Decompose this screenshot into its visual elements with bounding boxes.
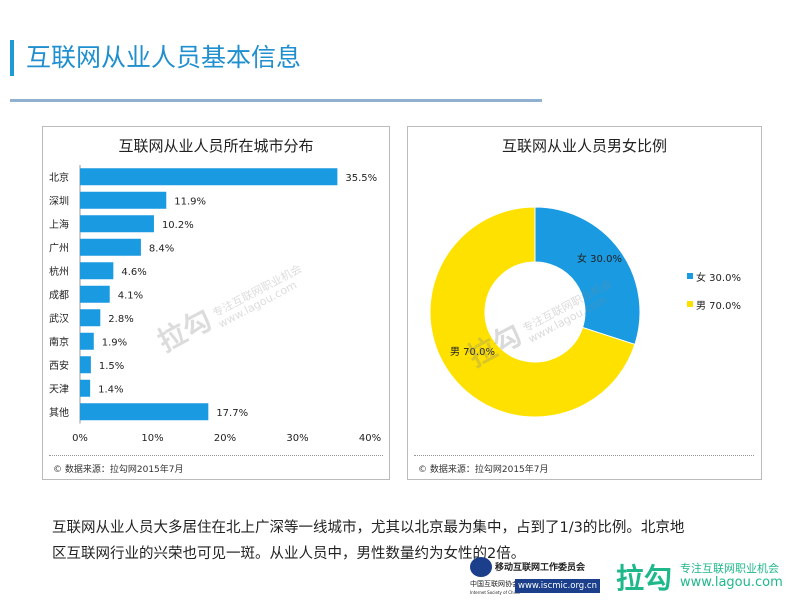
data-label: 4.1%	[118, 290, 143, 301]
bar	[80, 309, 101, 327]
city-chart-title: 互联网从业人员所在城市分布	[118, 137, 314, 155]
category-label: 南京	[49, 335, 69, 348]
x-tick-label: 20%	[214, 433, 236, 444]
bar	[80, 191, 167, 209]
bar	[80, 285, 110, 303]
data-label: 1.9%	[102, 337, 127, 348]
category-label: 天津	[49, 383, 69, 395]
legend-swatch	[687, 301, 693, 307]
category-label: 成都	[49, 289, 69, 301]
x-tick-label: 0%	[72, 433, 88, 444]
category-label: 武汉	[49, 312, 69, 325]
isc-name: 中国互联网协会	[470, 580, 519, 588]
lagou-logo: 拉勾	[616, 562, 673, 595]
bar	[80, 238, 141, 256]
lagou-url: www.lagou.com	[680, 575, 783, 590]
data-label: 1.5%	[99, 361, 124, 372]
x-tick-label: 40%	[359, 433, 381, 444]
isc-en: Internet Society of China	[470, 590, 520, 595]
data-label: 2.8%	[108, 314, 133, 325]
bar	[80, 379, 91, 397]
category-label: 其他	[49, 406, 69, 419]
title-divider	[10, 99, 542, 102]
city-bar-chart: 北京 35.5% 深圳 11.9% 上海 10.2% 广州 8.4% 杭州 4.6% 成都 4.1% 武…	[49, 165, 381, 444]
data-label: 10.2%	[162, 220, 194, 231]
donut-slice	[429, 206, 636, 418]
summary-text: 互联网从业人员大多居住在北上广深等一线城市，尤其以北京最为集中，占到了1/3的比…	[52, 515, 772, 567]
category-label: 北京	[49, 171, 69, 184]
donut-slice	[534, 206, 641, 346]
bar	[80, 215, 154, 233]
iscmic-name: 移动互联网工作委员会	[495, 563, 586, 573]
data-label: 4.6%	[121, 267, 146, 278]
divider	[414, 455, 754, 456]
iscmic-logo-icon	[470, 557, 492, 577]
x-tick-label: 30%	[286, 433, 308, 444]
bar	[80, 262, 114, 280]
legend-swatch	[687, 273, 693, 279]
data-label: 1.4%	[98, 384, 123, 395]
bar	[80, 168, 338, 186]
iscmic-url: www.iscmic.org.cn	[515, 579, 600, 593]
data-label: 35.5%	[345, 173, 377, 184]
category-label: 杭州	[49, 265, 69, 278]
category-label: 广州	[49, 242, 69, 254]
lagou-tagline: 专注互联网职业机会 www.lagou.com	[680, 562, 783, 590]
city-chart-source: © 数据来源：拉勾网2015年7月	[53, 465, 184, 475]
data-label: 11.9%	[174, 196, 206, 207]
summary-line: 区互联网行业的兴荣也可见一斑。从业人员中，男性数量约为女性的2倍。	[52, 546, 526, 562]
summary-line: 互联网从业人员大多居住在北上广深等一线城市，尤其以北京最为集中，占到了1/3的比…	[52, 520, 685, 536]
gender-chart-source: © 数据来源：拉勾网2015年7月	[418, 465, 549, 475]
category-label: 上海	[49, 218, 69, 231]
data-label: 17.7%	[216, 408, 248, 419]
bar	[80, 332, 94, 350]
data-label: 男 70.0%	[450, 346, 495, 358]
legend-label: 男 70.0%	[696, 300, 741, 312]
divider	[49, 455, 383, 456]
gender-donut-chart: 女 30.0% 男 70.0% 女 30.0% 男 70.0%	[429, 206, 741, 418]
page-title: 互联网从业人员基本信息	[26, 43, 302, 72]
category-label: 西安	[49, 359, 69, 372]
bar	[80, 403, 209, 421]
data-label: 8.4%	[149, 243, 174, 254]
data-label: 女 30.0%	[577, 252, 622, 265]
title-accent-bar	[10, 40, 14, 76]
lagou-slogan: 专注互联网职业机会	[680, 562, 779, 575]
isc-logo: 中国互联网协会 Internet Society of China	[470, 580, 520, 597]
category-label: 深圳	[49, 195, 69, 207]
legend-label: 女 30.0%	[696, 271, 741, 284]
bar	[80, 356, 91, 374]
x-tick-label: 10%	[141, 433, 163, 444]
gender-chart-title: 互联网从业人员男女比例	[501, 137, 667, 155]
